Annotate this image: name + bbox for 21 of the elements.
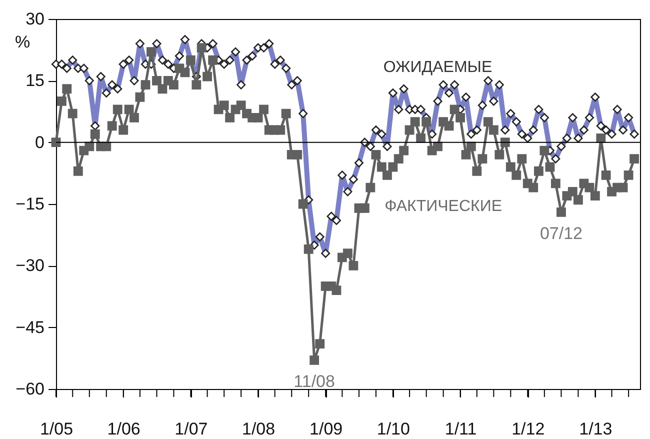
y-tick-label: −60: [16, 380, 44, 398]
y-tick-label: 0: [35, 132, 44, 152]
y-tick-label: −15: [16, 194, 44, 214]
series-label: ОЖИДАЕМЫЕ: [383, 59, 492, 76]
series-label: ФАКТИЧЕСКИЕ: [384, 198, 502, 215]
annotation: 07/12: [540, 224, 582, 244]
x-tick-label: 1/06: [107, 420, 140, 438]
y-tick-label: 15: [26, 71, 44, 90]
annotation: 11/08: [294, 372, 335, 392]
x-tick-label: 1/11: [444, 420, 477, 438]
x-tick-label: 1/07: [174, 420, 208, 438]
x-tick-label: 1/09: [310, 420, 343, 438]
x-tick-label: 1/12: [512, 420, 545, 438]
x-tick-label: 1/10: [376, 420, 410, 438]
x-tick-label: 1/05: [40, 420, 74, 438]
x-tick-label: 1/13: [579, 420, 612, 438]
y-axis-title: %: [14, 32, 30, 52]
y-tick-label: −45: [16, 318, 44, 337]
y-tick-label: 30: [26, 10, 44, 28]
y-tick-label: −30: [16, 256, 44, 276]
x-tick-label: 1/08: [242, 420, 276, 438]
